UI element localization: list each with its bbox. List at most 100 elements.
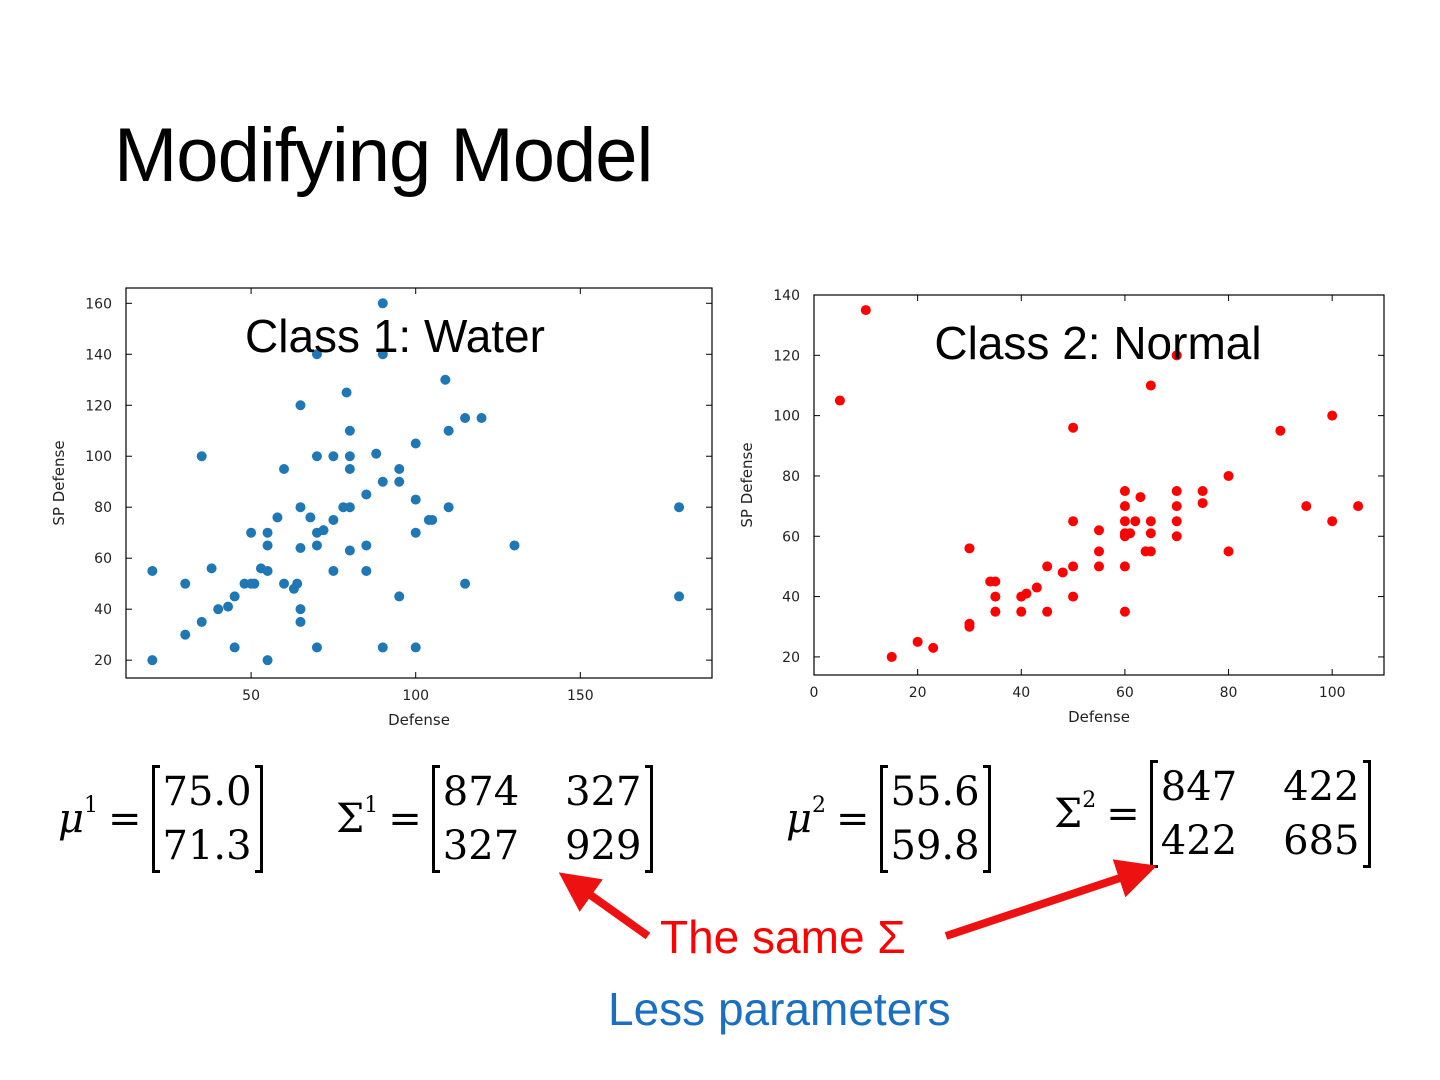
chart-title: Class 1: Water — [245, 310, 545, 362]
scatter-point — [377, 476, 388, 487]
scatter-point — [1094, 525, 1104, 536]
scatter-point — [1275, 425, 1286, 436]
sigma1-formula: Σ1 = 874 327 327 929 — [336, 765, 653, 873]
y-tick-label: 20 — [782, 650, 800, 666]
scatter-point — [318, 525, 329, 536]
scatter-point — [246, 527, 257, 538]
x-axis-label: Defense — [388, 711, 450, 729]
scatter-point — [1301, 501, 1312, 512]
scatter-point — [410, 642, 421, 653]
scatter-point — [1068, 591, 1079, 602]
scatter-point — [1145, 380, 1156, 391]
scatter-point — [964, 621, 975, 632]
scatter-point — [292, 578, 303, 589]
y-tick-label: 40 — [782, 590, 800, 606]
scatter-point — [410, 527, 421, 538]
scatter-point — [1145, 546, 1156, 557]
scatter-point — [1327, 516, 1338, 527]
scatter-point — [394, 476, 405, 487]
plot-frame — [813, 294, 1385, 676]
scatter-point — [377, 349, 388, 360]
sigma1-matrix: 874 327 327 929 — [431, 765, 653, 873]
scatter-point — [1223, 546, 1234, 557]
matrix-cell: 422 — [1283, 764, 1360, 810]
water-scatter-chart: 50 100 150 20 40 60 80 100 120 140 160 Defense SP De… — [50, 287, 713, 729]
y-tick-label: 60 — [94, 551, 112, 567]
scatter-point — [460, 413, 471, 423]
scatter-point — [427, 514, 438, 525]
scatter-point — [1094, 546, 1104, 557]
scatter-point — [295, 400, 306, 411]
scatter-point — [964, 543, 975, 554]
scatter-point — [886, 651, 897, 662]
scatter-point — [912, 636, 923, 647]
scatter-point — [1197, 486, 1208, 497]
scatter-point — [1016, 606, 1027, 617]
scatter-point — [344, 502, 355, 513]
y-tick-label: 120 — [773, 348, 800, 364]
scatter-point — [262, 655, 273, 666]
sigma2-equals: = — [1106, 791, 1140, 837]
y-tick-label: 100 — [773, 409, 800, 425]
y-tick-label: 120 — [85, 398, 112, 414]
x-tick-label: 60 — [1116, 685, 1134, 701]
scatter-point — [295, 616, 306, 627]
normal-scatter-chart: 0 20 40 60 80 100 20 40 60 80 100 120 140 Defense SP D… — [738, 288, 1385, 726]
scatter-point — [229, 642, 240, 653]
scatter-point — [311, 540, 322, 551]
scatter-point — [440, 374, 451, 385]
scatter-point — [1119, 501, 1130, 512]
scatter-point — [1119, 516, 1130, 527]
scatter-point — [476, 413, 487, 423]
scatter-point — [311, 451, 322, 462]
arrow-to-sigma1 — [558, 872, 651, 940]
scatter-point — [272, 512, 283, 523]
scatter-point — [180, 629, 191, 640]
scatter-point — [394, 591, 405, 602]
scatter-point — [509, 540, 520, 551]
mu1-formula: μ1 = 75.0 71.3 — [58, 765, 263, 873]
mu2-formula: μ2 = 55.6 59.8 — [786, 765, 991, 873]
mu2-equals: = — [836, 796, 870, 842]
sigma2-formula: Σ2 = 847 422 422 685 — [1054, 760, 1371, 868]
x-tick-label: 20 — [909, 685, 927, 701]
y-axis-label: SP Defense — [50, 440, 68, 525]
scatter-point — [928, 642, 939, 653]
matrix-cell: 75.0 — [162, 769, 252, 815]
scatter-point — [196, 616, 207, 627]
scatter-point — [262, 527, 273, 538]
scatter-point — [1171, 501, 1182, 512]
scatter-point — [1119, 486, 1130, 497]
arrow-to-sigma2 — [944, 859, 1157, 940]
x-tick-label: 50 — [242, 688, 260, 704]
scatter-point — [410, 494, 421, 505]
x-tick-label: 0 — [810, 685, 819, 701]
matrix-cell: 422 — [1160, 818, 1238, 864]
x-tick-label: 100 — [402, 688, 429, 704]
scatter-point — [1057, 567, 1068, 578]
y-tick-label: 140 — [85, 347, 112, 363]
y-tick-label: 20 — [94, 653, 112, 669]
scatter-point — [180, 578, 191, 589]
mu1-symbol: μ1 — [58, 792, 98, 842]
scatter-point — [1068, 516, 1079, 527]
scatter-point — [834, 395, 845, 406]
scatter-point — [1145, 528, 1156, 539]
scatter-point — [410, 438, 421, 449]
matrix-cell: 327 — [442, 823, 520, 869]
scatter-point — [213, 604, 224, 615]
scatter-point — [249, 578, 260, 589]
mu1-vector: 75.0 71.3 — [151, 765, 263, 873]
y-tick-label: 140 — [773, 288, 800, 304]
sigma2-symbol: Σ2 — [1054, 787, 1097, 837]
scatter-point — [361, 540, 372, 551]
less-parameters-note: Less parameters — [608, 983, 951, 1035]
matrix-cell: 59.8 — [890, 823, 980, 869]
scatter-point — [262, 565, 273, 576]
scatter-point — [1135, 492, 1146, 503]
scatter-point — [295, 604, 306, 615]
scatter-point — [311, 642, 322, 653]
plot-frame — [125, 287, 713, 679]
matrix-cell: 847 — [1160, 764, 1238, 810]
